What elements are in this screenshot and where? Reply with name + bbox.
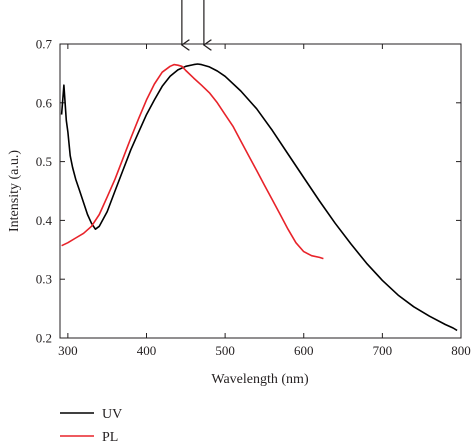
y-tick-label: 0.2 bbox=[36, 331, 52, 346]
series-line-uv bbox=[60, 63, 458, 332]
y-tick-label: 0.6 bbox=[36, 95, 53, 110]
x-tick-label: 500 bbox=[215, 343, 235, 358]
x-tick-label: 700 bbox=[373, 343, 393, 358]
y-tick-label: 0.3 bbox=[36, 272, 52, 287]
y-tick-labels: 0.2 0.3 0.4 0.5 0.6 0.7 bbox=[36, 37, 53, 346]
axis-ticks bbox=[60, 43, 462, 339]
y-axis-title: Intensity (a.u.) bbox=[7, 150, 22, 232]
x-tick-label: 400 bbox=[137, 343, 157, 358]
series-lines bbox=[60, 63, 458, 332]
y-tick-label: 0.5 bbox=[36, 154, 52, 169]
x-tick-label: 800 bbox=[451, 343, 471, 358]
series-line-pl bbox=[61, 63, 324, 260]
x-tick-labels: 300 400 500 600 700 800 bbox=[58, 343, 471, 358]
legend: UV PL bbox=[60, 407, 122, 445]
annotation-arrows bbox=[182, 0, 204, 45]
x-axis-title: Wavelength (nm) bbox=[211, 372, 309, 387]
y-tick-label: 0.4 bbox=[36, 213, 53, 228]
x-tick-label: 600 bbox=[294, 343, 314, 358]
legend-label-uv: UV bbox=[102, 407, 122, 422]
x-tick-label: 300 bbox=[58, 343, 78, 358]
legend-label-pl: PL bbox=[102, 430, 118, 445]
plot-frame bbox=[59, 43, 462, 339]
y-tick-label: 0.7 bbox=[36, 37, 53, 52]
